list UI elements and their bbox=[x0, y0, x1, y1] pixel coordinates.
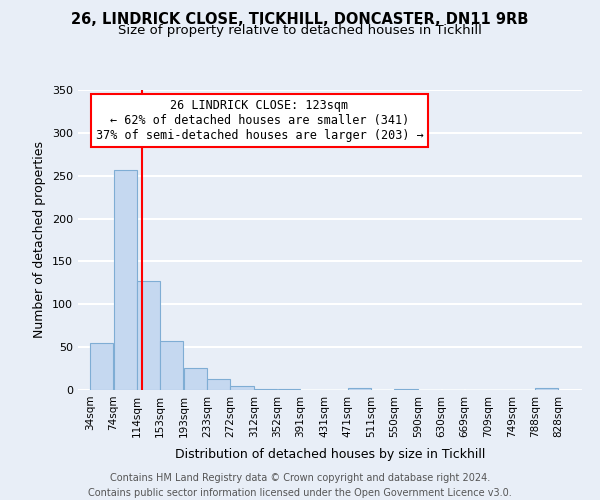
Bar bbox=[348, 388, 371, 390]
Bar bbox=[278, 389, 301, 390]
Bar bbox=[254, 389, 277, 390]
Bar bbox=[137, 281, 160, 390]
Bar bbox=[394, 389, 418, 390]
X-axis label: Distribution of detached houses by size in Tickhill: Distribution of detached houses by size … bbox=[175, 448, 485, 461]
Bar bbox=[535, 388, 558, 390]
Text: Contains HM Land Registry data © Crown copyright and database right 2024.
Contai: Contains HM Land Registry data © Crown c… bbox=[88, 472, 512, 498]
Text: 26 LINDRICK CLOSE: 123sqm
← 62% of detached houses are smaller (341)
37% of semi: 26 LINDRICK CLOSE: 123sqm ← 62% of detac… bbox=[95, 99, 424, 142]
Bar bbox=[160, 341, 184, 390]
Bar bbox=[90, 343, 113, 390]
Text: 26, LINDRICK CLOSE, TICKHILL, DONCASTER, DN11 9RB: 26, LINDRICK CLOSE, TICKHILL, DONCASTER,… bbox=[71, 12, 529, 28]
Bar bbox=[230, 386, 254, 390]
Text: Size of property relative to detached houses in Tickhill: Size of property relative to detached ho… bbox=[118, 24, 482, 37]
Bar bbox=[208, 379, 230, 390]
Y-axis label: Number of detached properties: Number of detached properties bbox=[34, 142, 46, 338]
Bar bbox=[113, 170, 137, 390]
Bar bbox=[184, 368, 207, 390]
